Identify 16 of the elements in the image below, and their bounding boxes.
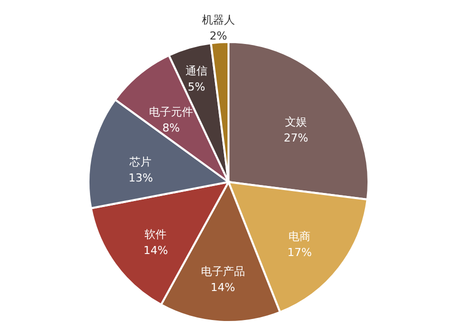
slice-label: 电子元件 — [149, 106, 194, 119]
slice-label: 机器人 — [202, 13, 235, 26]
data-label: 8% — [162, 122, 180, 135]
data-label: 13% — [128, 171, 153, 184]
slice-label: 软件 — [144, 228, 167, 241]
data-label: 2% — [210, 29, 228, 42]
slice-label: 芯片 — [128, 155, 152, 168]
data-label: 5% — [188, 80, 206, 94]
data-label: 17% — [287, 246, 312, 260]
data-label: 27% — [284, 131, 308, 144]
data-label: 14% — [210, 280, 236, 294]
data-label: 14% — [143, 244, 168, 257]
slice-label: 电商 — [288, 230, 311, 244]
slice-label: 文娱 — [285, 115, 308, 128]
slice-label: 通信 — [185, 64, 208, 78]
slice-label: 电子产品 — [200, 264, 245, 278]
